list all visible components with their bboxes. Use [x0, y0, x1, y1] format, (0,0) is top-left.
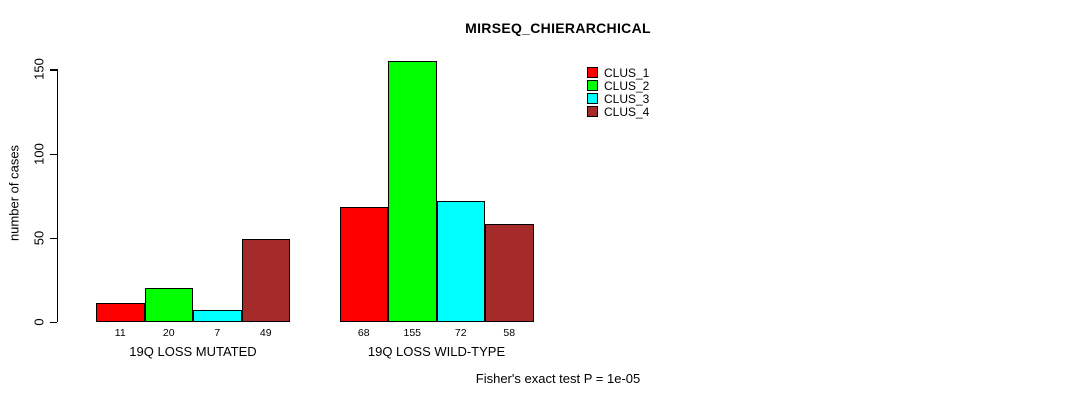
bar-value-label: 7 [214, 327, 221, 339]
group-label-1: 19Q LOSS MUTATED [129, 343, 257, 359]
y-axis-line [57, 69, 59, 322]
legend-item-clus_1: CLUS_1 [587, 65, 650, 80]
legend-item-clus_3: CLUS_3 [587, 91, 650, 106]
legend-item-clus_2: CLUS_2 [587, 78, 650, 93]
bar-clus_3-group2 [436, 200, 485, 322]
legend-swatch-icon [587, 80, 598, 91]
y-axis-label: number of cases [6, 144, 22, 242]
bar-clus_2-group2 [388, 60, 437, 322]
bar-value-label: 155 [403, 327, 422, 339]
group-label-2: 19Q LOSS WILD-TYPE [367, 343, 506, 359]
bar-clus_2-group1 [144, 288, 193, 322]
y-tick-mark [50, 69, 57, 71]
stat-annotation: Fisher's exact test P = 1e-05 [475, 371, 641, 386]
bar-value-label: 11 [114, 327, 126, 339]
bar-value-label: 68 [357, 327, 370, 339]
bar-clus_1-group2 [339, 207, 388, 322]
y-tick-mark [50, 237, 57, 240]
bar-value-label: 49 [259, 327, 272, 339]
bar-value-label: 72 [454, 327, 467, 339]
chart-title: MIRSEQ_CHIERARCHICAL [465, 20, 651, 36]
legend-swatch-icon [587, 93, 598, 104]
bar-clus_4-group2 [485, 224, 534, 322]
legend-label: CLUS_1 [604, 65, 650, 80]
legend-item-clus_4: CLUS_4 [587, 104, 650, 119]
legend-label: CLUS_3 [604, 91, 650, 106]
y-tick-label: 50 [31, 230, 47, 245]
y-tick-label: 100 [31, 142, 47, 165]
bar-value-label: 20 [162, 327, 175, 339]
y-tick-label: 0 [31, 318, 47, 326]
legend-swatch-icon [587, 67, 598, 78]
legend-label: CLUS_2 [604, 78, 650, 93]
legend-swatch-icon [587, 106, 598, 117]
y-tick-mark [50, 322, 57, 324]
legend: CLUS_1 CLUS_2 CLUS_3 CLUS_4 [587, 65, 650, 119]
y-tick-mark [50, 153, 57, 155]
bar-clus_1-group1 [96, 303, 145, 322]
y-tick-label: 150 [31, 58, 47, 81]
bar-clus_4-group1 [241, 239, 290, 322]
legend-label: CLUS_4 [604, 104, 650, 119]
bar-value-label: 58 [503, 327, 516, 339]
bar-clus_3-group1 [193, 310, 242, 322]
